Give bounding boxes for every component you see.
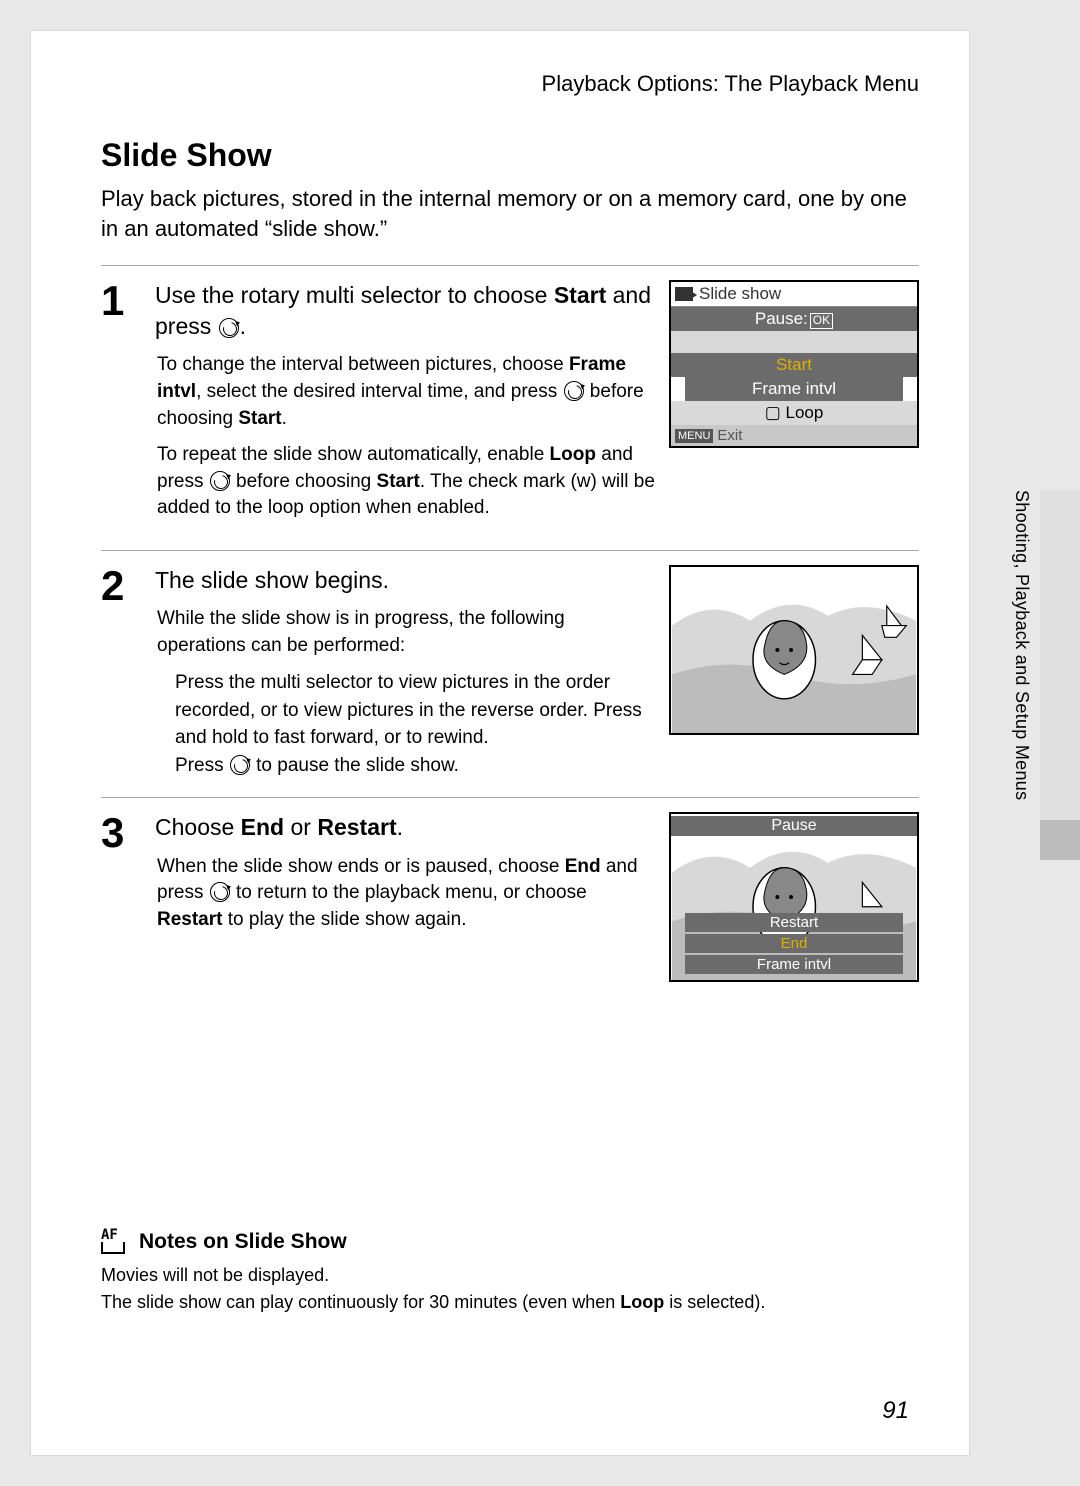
overlay-end: End [685, 934, 903, 953]
step-number: 2 [101, 565, 141, 779]
menu-badge: MENU [675, 429, 713, 443]
lcd-exit-label: Exit [717, 427, 742, 444]
side-tab [1040, 490, 1080, 860]
step-number: 1 [101, 280, 141, 532]
overlay-pause: Pause [671, 816, 917, 836]
page-title: Slide Show [101, 137, 919, 174]
notes-icon [101, 1230, 129, 1254]
step-2-p2b: Press to pause the slide show. [155, 752, 655, 780]
text-bold: Loop [620, 1292, 664, 1312]
text-bold: Loop [550, 444, 596, 465]
lcd-exit-row: MENU Exit [671, 425, 917, 446]
breadcrumb: Playback Options: The Playback Menu [101, 71, 919, 97]
text: . [240, 313, 246, 339]
step-3: 3 Choose End or Restart. When the slide … [101, 797, 919, 1000]
lcd-pause-label: Pause: [755, 309, 808, 328]
ok-dial-icon [564, 381, 584, 401]
step-1: 1 Use the rotary multi selector to choos… [101, 265, 919, 550]
text: . [397, 814, 403, 840]
text: Use the rotary multi selector to choose [155, 282, 554, 308]
text: before choosing [231, 471, 377, 492]
text-bold: Restart [157, 909, 222, 930]
overlay-restart: Restart [685, 913, 903, 932]
notes-line-1: Movies will not be displayed. [101, 1262, 919, 1289]
step-3-p1: When the slide show ends or is paused, c… [155, 854, 655, 934]
text: to pause the slide show. [251, 755, 459, 776]
step-1-p1: To change the interval between pictures,… [155, 352, 655, 432]
text: . The check mark ( [420, 471, 577, 492]
text: Press [175, 755, 229, 776]
lcd-panel: Slide show Pause:OK Start Frame intvl ▢ … [669, 280, 919, 448]
text: to return to the playback menu, or choos… [231, 882, 587, 903]
step-3-heading: Choose End or Restart. [155, 812, 655, 843]
step-2-heading: The slide show begins. [155, 565, 655, 596]
ok-dial-icon [210, 882, 230, 902]
text: , select the desired interval time, and … [196, 381, 562, 402]
landscape-illustration-svg [671, 567, 917, 733]
step-2: 2 The slide show begins. While the slide… [101, 550, 919, 797]
side-chapter-label: Shooting, Playback and Setup Menus [1012, 490, 1032, 890]
side-tab-accent [1040, 820, 1080, 860]
intro-text: Play back pictures, stored in the intern… [101, 184, 919, 243]
ok-dial-icon [219, 318, 239, 338]
step-1-heading: Use the rotary multi selector to choose … [155, 280, 655, 342]
text: When the slide show ends or is paused, c… [157, 856, 565, 877]
lcd-title: Slide show [699, 284, 781, 304]
lcd-item-loop: ▢ Loop [671, 401, 917, 425]
text: to play the slide show again. [222, 909, 466, 930]
text: To repeat the slide show automatically, … [157, 444, 550, 465]
step-body: Use the rotary multi selector to choose … [155, 280, 655, 532]
ok-dial-icon [210, 471, 230, 491]
slideshow-illustration [669, 565, 919, 735]
step-body: The slide show begins. While the slide s… [155, 565, 655, 779]
lcd-spacer [671, 331, 917, 353]
lcd-screenshot-2 [669, 565, 919, 779]
playback-icon [675, 287, 693, 301]
lcd-pause-bar: Pause:OK [671, 307, 917, 331]
notes-line-2: The slide show can play continuously for… [101, 1289, 919, 1316]
step-2-p2a: Press the multi selector to view picture… [155, 669, 655, 752]
ok-badge: OK [810, 313, 833, 328]
text-bold: End [565, 856, 601, 877]
text-bold: Start [238, 408, 281, 429]
lcd-screenshot-3: Pause Restart End Frame intvl [669, 812, 919, 982]
notes-title: Notes on Slide Show [139, 1230, 347, 1254]
notes-heading: Notes on Slide Show [101, 1230, 919, 1254]
text: . [282, 408, 287, 429]
text: The slide show can play continuously for… [101, 1292, 620, 1312]
text: Loop [785, 403, 823, 422]
text: or [284, 814, 317, 840]
text: is selected). [664, 1292, 765, 1312]
checkmark-placeholder: w [577, 471, 591, 492]
overlay-frame: Frame intvl [685, 955, 903, 974]
step-number: 3 [101, 812, 141, 982]
text-bold: End [241, 814, 284, 840]
notes-section: Notes on Slide Show Movies will not be d… [101, 1230, 919, 1316]
step-1-p2: To repeat the slide show automatically, … [155, 442, 655, 522]
text-bold: Start [554, 282, 606, 308]
text: Choose [155, 814, 241, 840]
text: To change the interval between pictures,… [157, 354, 569, 375]
step-body: Choose End or Restart. When the slide sh… [155, 812, 655, 982]
lcd-item-frame: Frame intvl [685, 377, 903, 401]
pause-illustration: Pause Restart End Frame intvl [669, 812, 919, 982]
text-bold: Start [377, 471, 420, 492]
lcd-item-start: Start [671, 353, 917, 377]
lcd-title-row: Slide show [671, 282, 917, 307]
step-2-p1: While the slide show is in progress, the… [155, 606, 655, 659]
manual-page: Playback Options: The Playback Menu Slid… [30, 30, 970, 1456]
text-bold: Restart [317, 814, 396, 840]
ok-dial-icon [230, 755, 250, 775]
lcd-screenshot-1: Slide show Pause:OK Start Frame intvl ▢ … [669, 280, 919, 532]
page-number: 91 [882, 1397, 909, 1425]
